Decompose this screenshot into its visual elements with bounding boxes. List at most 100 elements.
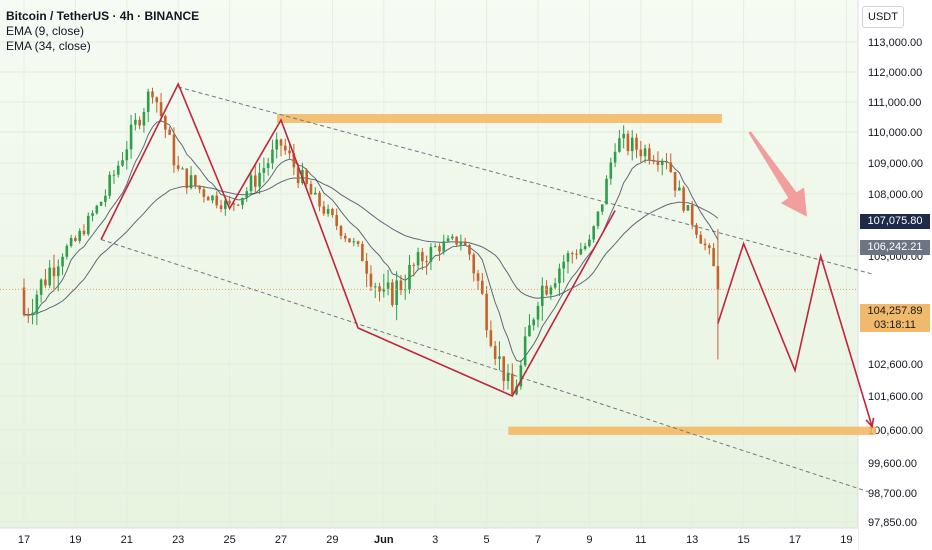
candle-body	[489, 330, 493, 346]
date-tick-label: 15	[737, 534, 749, 546]
candle-body	[592, 226, 595, 240]
date-tick-label: 13	[686, 534, 698, 546]
candle-body	[326, 208, 330, 214]
candle-body	[660, 160, 664, 165]
candle-body	[532, 319, 536, 326]
candle-body	[395, 280, 398, 306]
candle-body	[678, 187, 681, 191]
candle-body	[472, 254, 476, 274]
candle-body	[48, 267, 51, 286]
date-tick-label: 19	[840, 534, 852, 546]
candle-body	[708, 245, 711, 249]
candle-body	[515, 386, 518, 395]
candle-body	[382, 288, 386, 292]
last-price-value: 104,257.89	[867, 305, 923, 317]
candle-body	[408, 264, 411, 290]
candle-body	[313, 192, 317, 195]
candle-body	[540, 285, 544, 306]
candle-body	[318, 192, 321, 207]
candle-body	[52, 267, 56, 277]
candle-body	[386, 282, 390, 289]
candle-body	[609, 162, 613, 179]
candle-body	[322, 206, 326, 214]
candle-body	[716, 266, 720, 290]
price-tick-label: 98,700.00	[868, 488, 917, 500]
candle-body	[288, 150, 291, 154]
candle-body	[519, 365, 523, 387]
candle-body	[335, 215, 338, 227]
candle-body	[562, 261, 565, 269]
date-tick-label: 27	[275, 534, 287, 546]
candle-body	[618, 138, 621, 152]
candle-body	[254, 175, 257, 187]
candle-body	[65, 245, 69, 257]
candle-body	[305, 169, 308, 184]
currency-button[interactable]: USDT	[862, 6, 904, 28]
symbol-title[interactable]: Bitcoin / TetherUS · 4h · BINANCE	[6, 9, 200, 23]
candle-body	[108, 174, 111, 196]
candle-body	[142, 111, 146, 126]
price-tick-label: 102,600.00	[868, 359, 923, 371]
candle-body	[455, 236, 458, 245]
date-tick-label: 11	[635, 534, 646, 546]
candle-body	[26, 314, 30, 316]
candle-body	[82, 230, 86, 235]
candle-body	[164, 115, 167, 130]
candle-body	[44, 279, 47, 286]
candle-body	[596, 211, 600, 227]
candle-body	[690, 205, 694, 225]
candle-body	[425, 261, 428, 263]
candle-body	[279, 139, 283, 146]
candle-body	[506, 373, 510, 382]
candle-body	[416, 252, 420, 266]
ema-slow-legend[interactable]: EMA (34, close)	[6, 39, 91, 53]
candle-body	[643, 148, 647, 157]
candle-body	[245, 191, 249, 198]
candle-body	[181, 168, 184, 170]
price-tick-label: 99,600.00	[868, 458, 917, 470]
candle-body	[125, 149, 129, 161]
candle-body	[459, 241, 463, 245]
candle-body	[275, 139, 279, 150]
date-tick-label: 19	[69, 534, 81, 546]
candle-body	[159, 102, 163, 116]
candle-body	[266, 163, 270, 169]
candle-body	[206, 196, 210, 201]
candle-body	[553, 283, 557, 288]
candle-body	[146, 91, 150, 112]
candle-body	[194, 175, 197, 186]
wave-path	[100, 82, 616, 398]
candle-body	[365, 260, 368, 274]
candle-body	[185, 168, 189, 189]
candle-body	[86, 215, 90, 235]
candle-body	[446, 238, 450, 242]
bearish-arrow	[748, 131, 807, 217]
price-tick-label: 111,000.00	[868, 97, 921, 109]
candle-body	[613, 151, 617, 163]
price-tick-label: 110,000.00	[868, 127, 922, 139]
resistance-zone	[277, 114, 722, 123]
candle-body	[99, 201, 103, 206]
candle-body	[262, 168, 266, 173]
price-axis-panel	[858, 0, 932, 550]
ema-fast-legend[interactable]: EMA (9, close)	[6, 24, 85, 38]
candle-body	[121, 160, 124, 166]
candle-body	[369, 273, 373, 287]
date-tick-label: 3	[432, 534, 438, 546]
candle-body	[468, 245, 471, 255]
candle-body	[224, 200, 227, 210]
candle-body	[202, 189, 206, 197]
candle-body	[412, 264, 416, 266]
projection-arrowhead	[865, 417, 875, 429]
candle-body	[138, 119, 141, 126]
candle-body	[215, 195, 219, 206]
candle-body	[399, 280, 403, 291]
candle-body	[134, 119, 137, 125]
candle-body	[211, 195, 214, 201]
candle-body	[249, 175, 253, 192]
candle-body	[258, 172, 261, 187]
candle-body	[498, 356, 501, 359]
candle-body	[421, 252, 424, 262]
